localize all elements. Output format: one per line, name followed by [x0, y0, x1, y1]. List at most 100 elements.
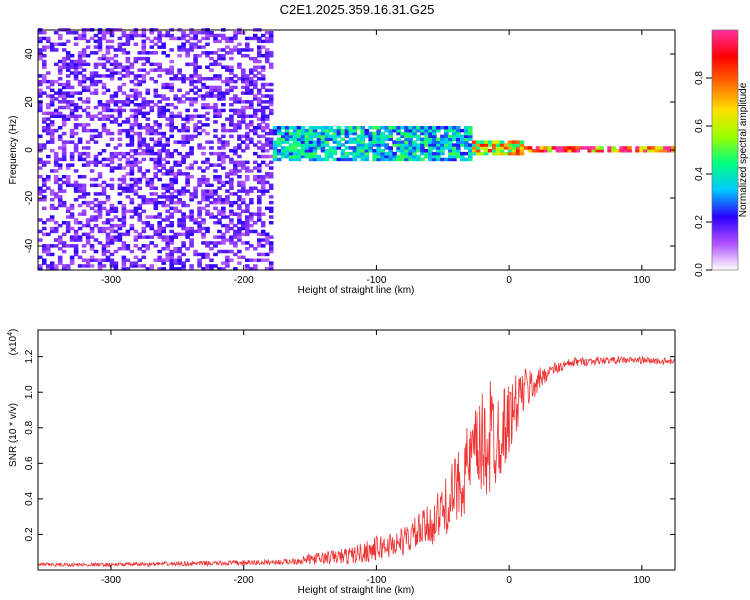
spectrogram-cell: [101, 126, 107, 130]
spectrogram-cell: [81, 36, 87, 41]
spectrogram-cell: [169, 48, 174, 52]
spectrogram-cell: [101, 65, 107, 69]
spectrogram-cell: [420, 146, 425, 150]
spectrogram-cell: [272, 146, 278, 150]
spectrogram-cell: [491, 143, 497, 147]
spectrogram-cell: [396, 126, 401, 130]
spectrogram-cell: [312, 128, 318, 133]
spectrogram-cell: [69, 54, 75, 58]
spectrogram-cell: [117, 186, 123, 190]
spectrogram-cell: [161, 68, 166, 72]
spectrogram-cell: [193, 221, 198, 225]
spectrogram-cell: [69, 103, 75, 107]
spectrogram-cell: [173, 105, 178, 110]
spectrogram-cell: [392, 140, 397, 144]
spectrogram-cell: [591, 146, 596, 150]
spectrogram-cell: [635, 146, 640, 150]
spectrogram-cell: [141, 140, 147, 144]
spectrogram-cell: [93, 74, 99, 78]
spectrogram-cell: [169, 238, 174, 242]
spectrogram-cell: [468, 143, 473, 147]
spectrogram-cell: [89, 169, 95, 173]
snr-scale-text: (x10: [8, 335, 19, 355]
spectrogram-cell: [205, 123, 210, 127]
spectrogram-cell: [205, 244, 210, 248]
spectrogram-cell: [69, 226, 75, 231]
spectrogram-cell: [300, 131, 306, 136]
spectrogram-cell: [432, 137, 437, 141]
spectrogram-cell: [149, 45, 155, 49]
spectrogram-cell: [491, 140, 497, 144]
spectrogram-cell: [113, 59, 119, 64]
spectrogram-cell: [300, 154, 306, 159]
spectrogram-cell: [268, 235, 274, 239]
spectrogram-cell: [42, 117, 47, 121]
spectrogram-cell: [249, 48, 254, 52]
spectrogram-cell: [129, 71, 135, 75]
spectrogram-cell: [420, 151, 425, 156]
spectrogram-cell: [304, 128, 310, 133]
spectrogram-cell: [225, 39, 230, 44]
spectrogram-cell: [205, 111, 210, 116]
spectrogram-cell: [237, 212, 242, 216]
spectrogram-cell: [173, 77, 178, 81]
spectrogram-cell: [133, 183, 139, 188]
spectrogram-cell: [125, 143, 131, 147]
spectrogram-cell: [145, 71, 151, 75]
spectrogram-cell: [456, 151, 461, 156]
spectrogram-cell: [284, 134, 290, 139]
spectrogram-cell: [105, 131, 111, 136]
snr-y-ticks: 0.20.40.60.81.01.2: [24, 349, 675, 541]
spectrogram-cell: [181, 74, 186, 78]
spectrogram-cell: [352, 146, 358, 150]
spectrogram-cell: [193, 100, 198, 104]
spectrogram-cell: [237, 203, 242, 208]
spectrogram-cell: [169, 103, 174, 107]
spectrogram-cell: [133, 229, 139, 234]
spectrogram-cell: [157, 221, 162, 225]
spectrogram-cell: [101, 74, 107, 78]
spectrogram-cell: [479, 146, 485, 150]
spectrogram-cell: [177, 151, 182, 156]
spectrogram-cell: [61, 189, 67, 193]
spectrogram-cell: [165, 31, 170, 35]
spectrogram-cell: [221, 241, 226, 245]
spectrogram-cell: [149, 128, 155, 133]
spectrogram-cell: [503, 151, 509, 156]
spectrogram-cell: [153, 123, 159, 127]
spectrogram-cell: [173, 235, 178, 239]
spectrogram-cell: [185, 33, 190, 38]
spectrogram-cell: [444, 146, 449, 150]
spectrogram-cell: [229, 128, 234, 133]
spectrogram-cell: [133, 189, 139, 193]
spectrogram-cell: [165, 137, 170, 141]
spectrogram-cell: [392, 154, 397, 159]
spectrogram-cell: [245, 137, 250, 141]
spectrogram-cell: [117, 151, 123, 156]
spectrogram-cell: [57, 68, 63, 72]
spectrogram-cell: [185, 151, 190, 156]
spectrogram-cell: [77, 183, 83, 188]
spectrogram-cell: [61, 91, 67, 95]
spectrogram-cell: [81, 189, 87, 193]
spectrogram-cell: [133, 131, 139, 136]
spectrogram-cell: [229, 203, 234, 208]
spectrogram-cell: [332, 151, 338, 156]
spectrogram-cell: [217, 56, 222, 61]
spectrogram-cell: [193, 114, 198, 118]
spectrogram-cell: [229, 134, 234, 139]
spectrogram-cell: [264, 154, 270, 159]
spectrogram-cell: [280, 126, 286, 130]
spectrogram-cell: [229, 79, 234, 84]
spectrogram-cell: [487, 140, 493, 144]
spectrogram-cell: [113, 264, 119, 268]
spectrogram-cell: [97, 229, 103, 234]
spectrogram-cell: [121, 267, 127, 271]
spectrogram-cell: [316, 134, 322, 139]
spectrogram-cell: [93, 82, 99, 87]
spectrogram-cell: [460, 154, 465, 159]
spectrogram-cell: [229, 241, 234, 245]
spectrogram-cell: [205, 226, 210, 231]
spectrogram-cell: [157, 215, 162, 219]
spectrogram-cell: [89, 114, 95, 118]
